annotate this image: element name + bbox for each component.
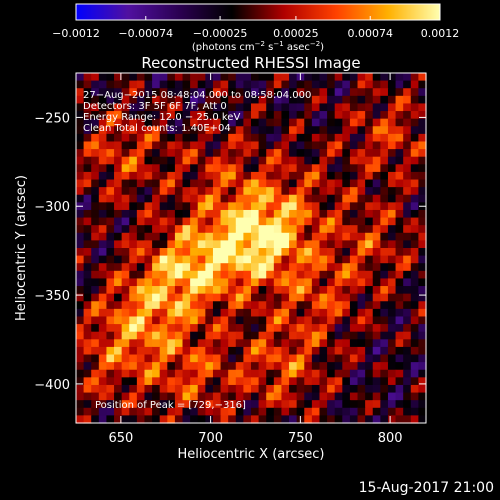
colorbar-tick-label: −0.0012	[52, 27, 100, 40]
colorbar-tick-label: −0.00025	[193, 27, 248, 40]
colorbar-tick-label: 0.00074	[347, 27, 393, 40]
x-tick-label: 650	[108, 431, 133, 446]
colorbar-tick-label: 0.0012	[421, 27, 460, 40]
colorbar: −0.0012 −0.00074 −0.00025 0.00025 0.00074 0.0…	[52, 3, 460, 53]
y-tick-label: −350	[34, 289, 70, 304]
y-axis-label: Heliocentric Y (arcsec)	[14, 175, 29, 321]
x-tick-label: 750	[288, 431, 313, 446]
colorbar-unit-label: (photons cm−2 s−1 asec−2)	[192, 40, 324, 53]
plot-frame	[75, 72, 427, 424]
colorbar-gradient	[75, 3, 441, 21]
colorbar-tick-label: 0.00025	[273, 27, 319, 40]
y-tick-label: −400	[34, 378, 70, 393]
info-line-4: Clean Total counts: 1.40E+04	[83, 123, 231, 134]
y-tick-label: −250	[34, 111, 70, 126]
info-line-2: Detectors: 3F 5F 6F 7F, Att 0	[83, 101, 227, 112]
y-tick-label: −300	[34, 200, 70, 215]
x-tick-label: 700	[198, 431, 223, 446]
x-tick-label: 800	[378, 431, 403, 446]
x-axis-label: Heliocentric X (arcsec)	[178, 447, 325, 462]
plot-area	[76, 73, 427, 424]
peak-position-label: Position of Peak = [729,−316]	[95, 400, 246, 411]
timestamp: 15-Aug-2017 21:00	[358, 480, 494, 496]
text-labels: Reconstructed RHESSI Image Heliocentric X…	[14, 54, 361, 462]
info-line-3: Energy Range: 12.0 − 25.0 keV	[83, 112, 240, 123]
chart-title: Reconstructed RHESSI Image	[141, 54, 360, 72]
colorbar-tick-label: −0.00074	[118, 27, 173, 40]
info-line-1: 27−Aug−2015 08:48:04.000 to 08:58:04.000	[83, 90, 311, 101]
axes: 650 700 750 800 −250 −300 −350 −400	[34, 72, 427, 446]
